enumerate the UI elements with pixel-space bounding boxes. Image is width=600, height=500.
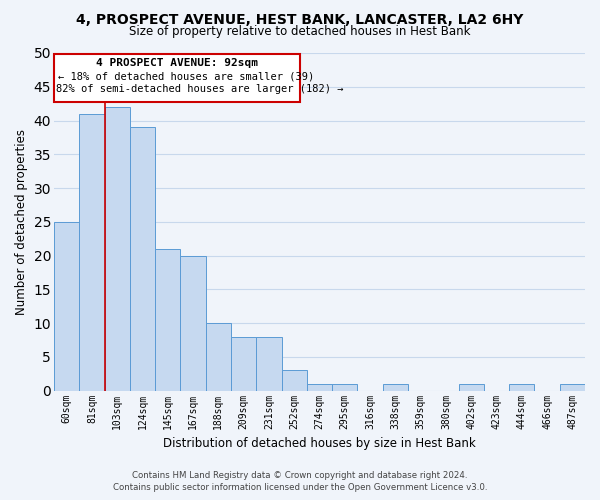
Bar: [79, 114, 104, 390]
Bar: [231, 336, 256, 390]
Bar: [54, 222, 79, 390]
Bar: [181, 256, 206, 390]
Bar: [256, 336, 281, 390]
Bar: [332, 384, 358, 390]
Bar: [281, 370, 307, 390]
Text: 4 PROSPECT AVENUE: 92sqm: 4 PROSPECT AVENUE: 92sqm: [96, 58, 258, 68]
Bar: [307, 384, 332, 390]
X-axis label: Distribution of detached houses by size in Hest Bank: Distribution of detached houses by size …: [163, 437, 476, 450]
Bar: [560, 384, 585, 390]
Text: 4, PROSPECT AVENUE, HEST BANK, LANCASTER, LA2 6HY: 4, PROSPECT AVENUE, HEST BANK, LANCASTER…: [76, 12, 524, 26]
Bar: [155, 249, 181, 390]
Y-axis label: Number of detached properties: Number of detached properties: [15, 129, 28, 315]
Bar: [509, 384, 535, 390]
Text: 82% of semi-detached houses are larger (182) →: 82% of semi-detached houses are larger (…: [56, 84, 343, 94]
Bar: [104, 107, 130, 391]
Bar: [383, 384, 408, 390]
Text: Contains HM Land Registry data © Crown copyright and database right 2024.
Contai: Contains HM Land Registry data © Crown c…: [113, 471, 487, 492]
Bar: [130, 128, 155, 390]
Text: ← 18% of detached houses are smaller (39): ← 18% of detached houses are smaller (39…: [58, 71, 314, 81]
Bar: [206, 323, 231, 390]
Text: Size of property relative to detached houses in Hest Bank: Size of property relative to detached ho…: [129, 25, 471, 38]
Bar: [55, 54, 300, 102]
Bar: [458, 384, 484, 390]
